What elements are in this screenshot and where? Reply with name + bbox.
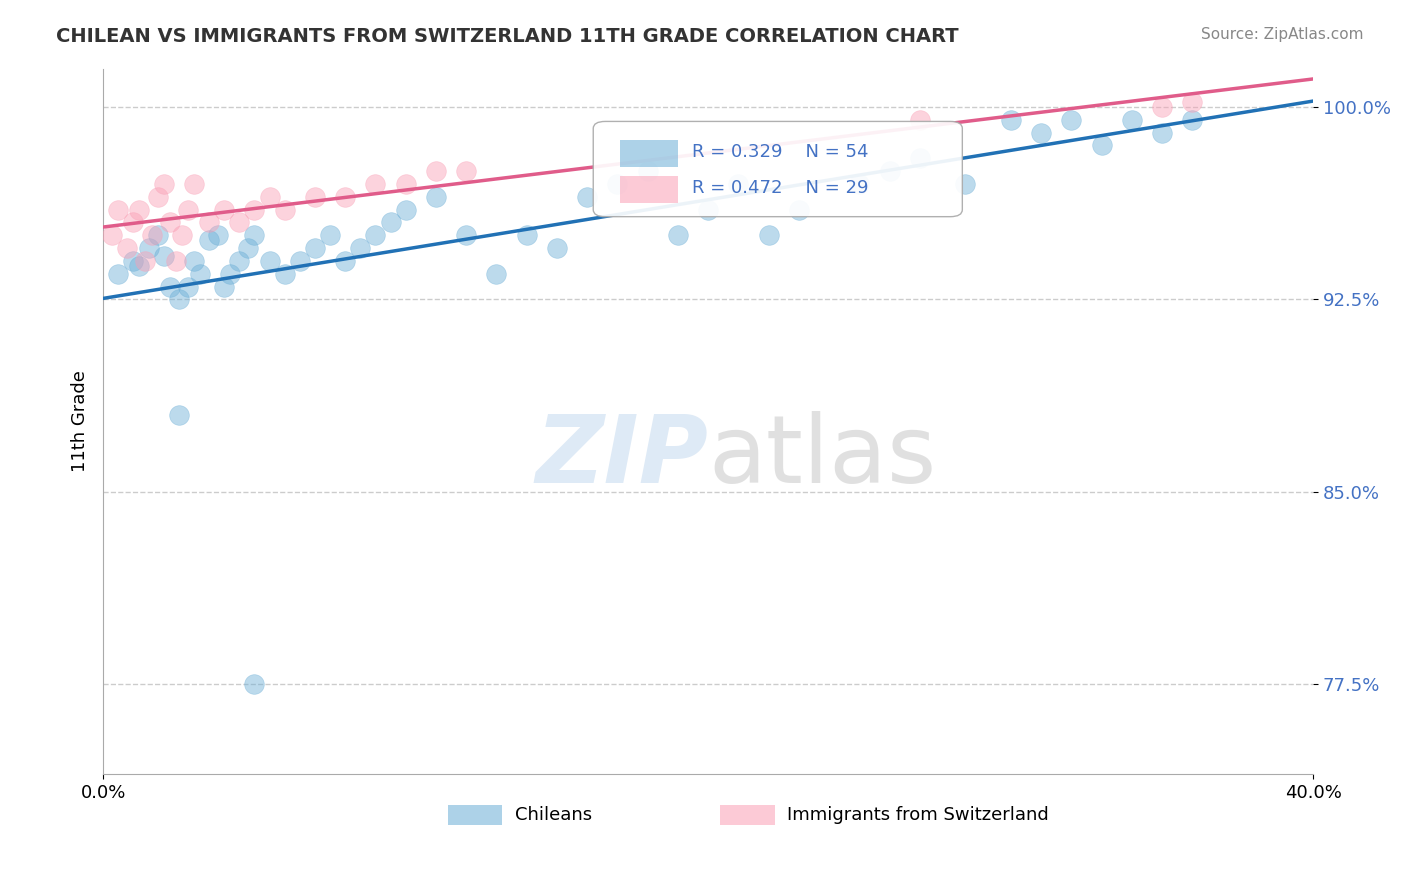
Point [333, 254, 356, 268]
Point [212, 279, 235, 293]
Text: ZIP: ZIP [536, 410, 709, 502]
Point [727, 177, 749, 191]
Point [304, 190, 326, 204]
Point [198, 215, 221, 229]
Point [138, 241, 160, 255]
Text: R = 0.472    N = 29: R = 0.472 N = 29 [693, 178, 869, 197]
Point [152, 177, 174, 191]
Point [128, 202, 150, 217]
Point [207, 228, 229, 243]
Point [122, 254, 145, 268]
Point [177, 202, 200, 217]
Point [1060, 112, 1083, 127]
Bar [620, 140, 678, 168]
Point [167, 408, 190, 422]
Point [637, 164, 659, 178]
Bar [620, 176, 678, 202]
Point [364, 177, 387, 191]
Point [146, 190, 169, 204]
Point [879, 164, 901, 178]
Bar [720, 805, 775, 825]
Point [1000, 112, 1022, 127]
Point [259, 254, 281, 268]
Point [319, 228, 342, 243]
Point [1121, 112, 1143, 127]
Point [273, 267, 295, 281]
Point [273, 202, 295, 217]
Point [576, 190, 599, 204]
Point [425, 190, 447, 204]
Point [243, 677, 266, 691]
Point [107, 202, 129, 217]
Point [183, 254, 205, 268]
Text: Chileans: Chileans [515, 806, 592, 824]
Point [159, 279, 181, 293]
Point [456, 228, 478, 243]
Point [259, 190, 281, 204]
Point [697, 202, 720, 217]
Point [1181, 95, 1204, 109]
Point [333, 190, 356, 204]
Point [1150, 126, 1173, 140]
Point [546, 241, 568, 255]
Point [516, 228, 538, 243]
Text: Immigrants from Switzerland: Immigrants from Switzerland [787, 806, 1049, 824]
Point [101, 228, 124, 243]
Point [304, 241, 326, 255]
Point [212, 202, 235, 217]
Text: R = 0.329    N = 54: R = 0.329 N = 54 [693, 144, 869, 161]
Point [141, 228, 163, 243]
Point [485, 267, 508, 281]
Point [170, 228, 193, 243]
Y-axis label: 11th Grade: 11th Grade [72, 370, 89, 472]
Point [152, 249, 174, 263]
Point [758, 228, 780, 243]
Point [288, 254, 311, 268]
Point [955, 177, 977, 191]
Point [159, 215, 181, 229]
Point [395, 177, 418, 191]
Text: Source: ZipAtlas.com: Source: ZipAtlas.com [1201, 27, 1364, 42]
Point [228, 254, 250, 268]
Point [146, 228, 169, 243]
Point [787, 202, 810, 217]
Point [122, 215, 145, 229]
Point [364, 228, 387, 243]
Point [238, 241, 260, 255]
Point [107, 267, 129, 281]
Point [848, 177, 870, 191]
Point [425, 164, 447, 178]
Point [177, 279, 200, 293]
Point [1029, 126, 1052, 140]
Point [219, 267, 242, 281]
Point [128, 259, 150, 273]
Point [198, 234, 221, 248]
Point [908, 151, 931, 165]
Point [606, 177, 628, 191]
Point [183, 177, 205, 191]
Point [1090, 138, 1112, 153]
Point [666, 228, 689, 243]
Text: atlas: atlas [709, 410, 936, 502]
Point [243, 228, 266, 243]
Point [395, 202, 418, 217]
Point [908, 112, 931, 127]
Point [165, 254, 187, 268]
Point [1150, 100, 1173, 114]
Point [349, 241, 371, 255]
Point [456, 164, 478, 178]
Point [167, 293, 190, 307]
Bar [449, 805, 502, 825]
Point [134, 254, 156, 268]
Point [243, 202, 266, 217]
Point [188, 267, 211, 281]
Point [1181, 112, 1204, 127]
Point [117, 241, 139, 255]
FancyBboxPatch shape [593, 121, 962, 217]
Point [228, 215, 250, 229]
Point [380, 215, 402, 229]
Text: CHILEAN VS IMMIGRANTS FROM SWITZERLAND 11TH GRADE CORRELATION CHART: CHILEAN VS IMMIGRANTS FROM SWITZERLAND 1… [56, 27, 959, 45]
